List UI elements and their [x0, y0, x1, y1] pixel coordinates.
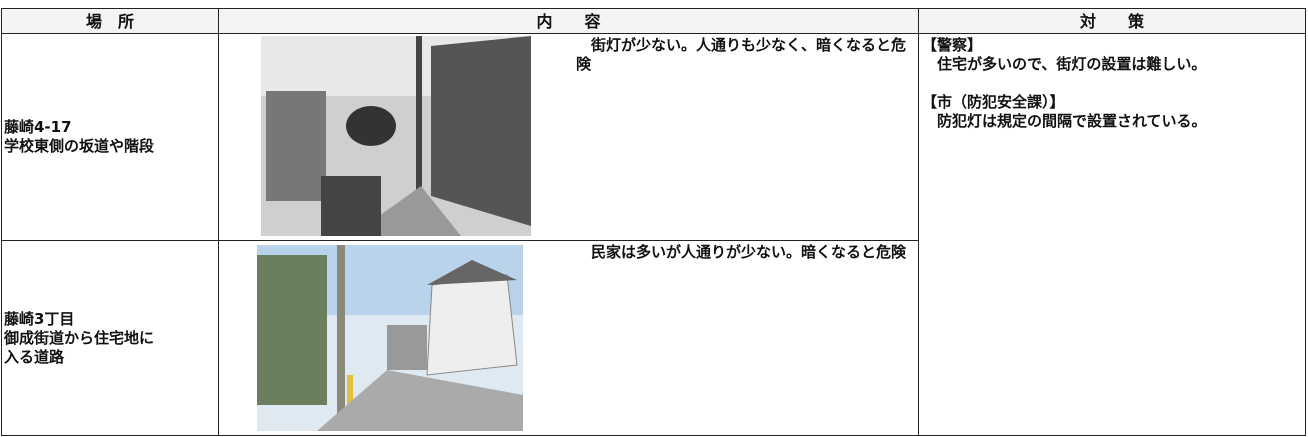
report-table: 場 所 内 容 対 策 藤崎4-17 学校東側の坂道や階段 街灯が少ない。人通り…	[1, 8, 1306, 436]
header-cell: 場 所	[1, 8, 219, 34]
location-cell: 藤崎3丁目 御成街道から住宅地に 入る道路	[1, 240, 219, 436]
photo	[257, 245, 523, 431]
location-line: 学校東側の坂道や階段	[4, 137, 155, 155]
content-cell: 街灯が少ない。人通りも少なく、暗くなると危険	[218, 33, 919, 241]
content-cell: 民家は多いが人通りが少ない。暗くなると危険	[218, 240, 919, 436]
measure-text: 住宅が多いので、街灯の設置は難しい。	[922, 55, 1207, 73]
measure-heading: 【市（防犯安全課）】	[922, 93, 1065, 111]
location-line: 入る道路	[4, 347, 65, 366]
spacer	[922, 74, 1302, 93]
location-line: 御成街道から住宅地に	[4, 328, 155, 347]
header-row: 場 所 内 容 対 策	[1, 8, 1306, 34]
photo	[261, 36, 531, 236]
measures-cell: 【警察】 住宅が多いので、街灯の設置は難しい。 【市（防犯安全課）】 防犯灯は規…	[918, 33, 1306, 436]
header-cell: 内 容	[218, 8, 919, 34]
row: 藤崎4-17 学校東側の坂道や階段 街灯が少ない。人通りも少なく、暗くなると危険…	[1, 33, 1306, 436]
measure-text: 防犯灯は規定の間隔で設置されている。	[922, 112, 1207, 130]
content-text: 街灯が少ない。人通りも少なく、暗くなると危険	[576, 36, 907, 73]
header-cell: 対 策	[918, 8, 1306, 34]
measure-heading: 【警察】	[922, 36, 983, 54]
location-cell: 藤崎4-17 学校東側の坂道や階段	[1, 33, 219, 241]
location-line: 藤崎4-17	[4, 118, 72, 136]
content-text: 民家は多いが人通りが少ない。暗くなると危険	[576, 243, 907, 261]
location-line: 藤崎3丁目	[4, 309, 75, 328]
row: 藤崎3丁目 御成街道から住宅地に 入る道路 民家は多いが人通りが少ない。暗くなる…	[1, 240, 1306, 436]
